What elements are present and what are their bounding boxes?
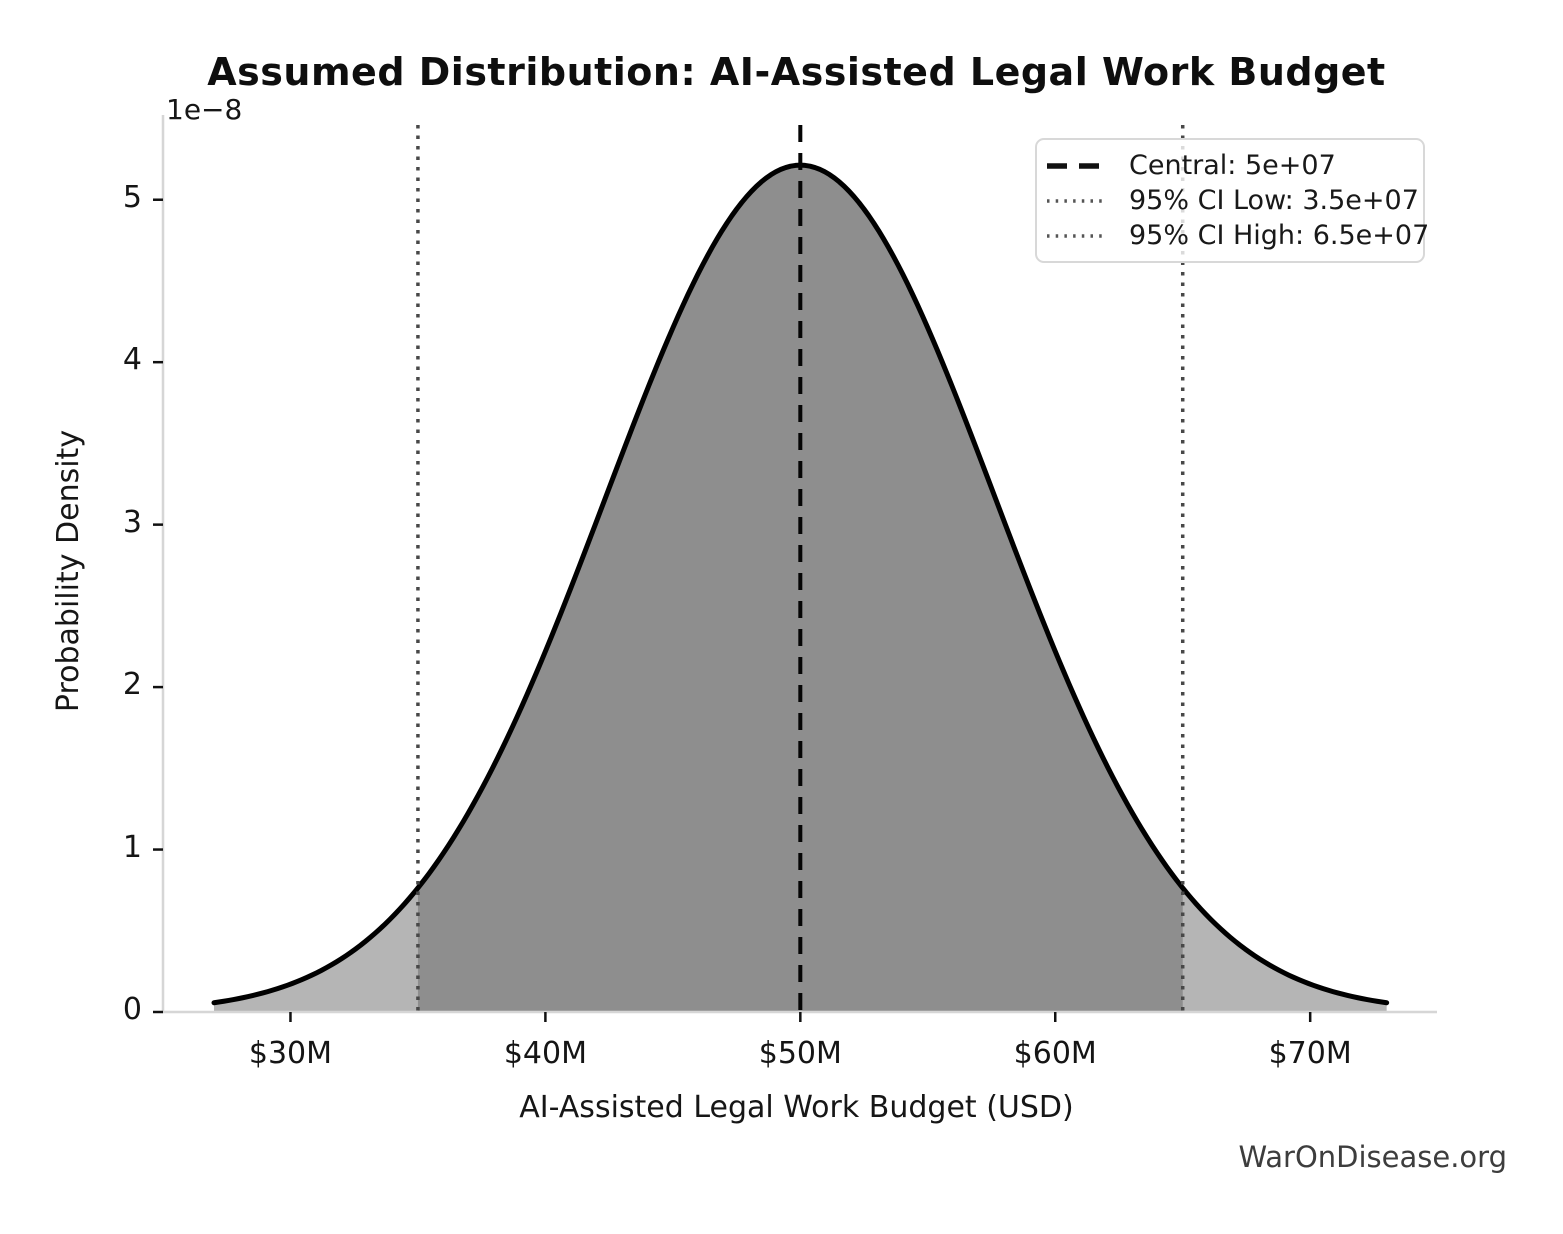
x-tick-label: $70M — [1268, 1036, 1352, 1071]
y-axis-offset-text: 1e−8 — [166, 93, 243, 126]
dashed-line-icon — [1047, 162, 1103, 169]
x-tick-label: $40M — [503, 1036, 587, 1071]
y-tick-label: 3 — [122, 504, 142, 540]
x-tick-label: $50M — [758, 1036, 842, 1071]
chart-title: Assumed Distribution: AI-Assisted Legal … — [207, 50, 1386, 94]
x-axis-label: AI-Assisted Legal Work Budget (USD) — [519, 1090, 1074, 1125]
legend-entry: Central: 5e+07 — [1047, 150, 1413, 181]
dotted-line-icon — [1047, 198, 1103, 203]
y-tick-label: 0 — [122, 992, 142, 1027]
y-tick-label: 1 — [122, 829, 142, 865]
x-tick-label: $60M — [1013, 1036, 1097, 1071]
watermark-text: WarOnDisease.org — [1238, 1140, 1507, 1174]
y-tick-label: 4 — [122, 342, 142, 378]
y-axis-label: Probability Density — [51, 429, 86, 713]
dotted-line-icon — [1047, 233, 1103, 238]
y-tick-label: 2 — [122, 667, 142, 703]
legend: Central: 5e+07 95% CI Low: 3.5e+07 95% CI … — [1035, 138, 1429, 263]
x-tick-label: $30M — [248, 1036, 333, 1071]
y-tick-label: 5 — [122, 179, 142, 215]
legend-entry-label: 95% CI Low: 3.5e+07 — [1129, 185, 1419, 216]
legend-entry: 95% CI Low: 3.5e+07 — [1047, 185, 1419, 216]
legend-entry-label: 95% CI High: 6.5e+07 — [1129, 220, 1430, 251]
legend-entry-label: Central: 5e+07 — [1129, 150, 1336, 181]
legend-entry: 95% CI High: 6.5e+07 — [1047, 220, 1429, 251]
